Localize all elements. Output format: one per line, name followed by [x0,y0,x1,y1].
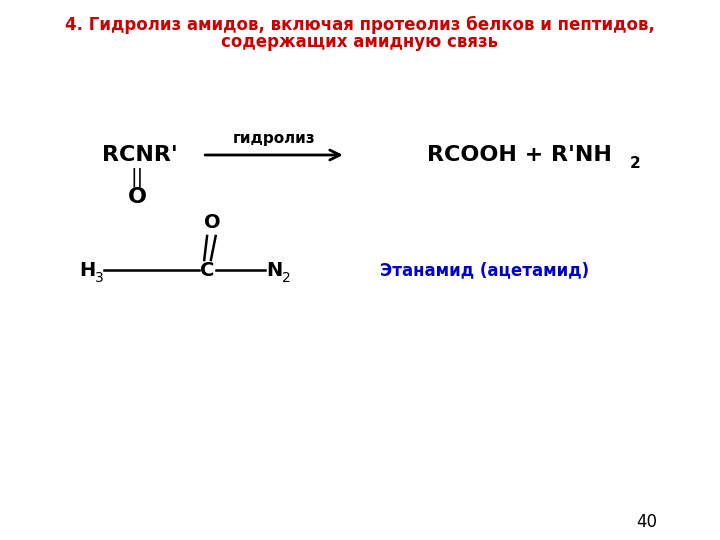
Text: 3: 3 [95,271,104,285]
Text: O: O [128,187,147,207]
Text: RCNR': RCNR' [102,145,178,165]
Text: C: C [200,260,215,280]
Text: ||: || [131,167,144,187]
Text: H: H [79,260,96,280]
Text: 4. Гидролиз амидов, включая протеолиз белков и пептидов,: 4. Гидролиз амидов, включая протеолиз бе… [65,16,655,34]
Text: гидролиз: гидролиз [233,131,315,145]
Text: содержащих амидную связь: содержащих амидную связь [222,33,498,51]
Text: 40: 40 [636,513,657,531]
Text: 2: 2 [630,157,641,172]
Text: Этанамид (ацетамид): Этанамид (ацетамид) [379,261,589,279]
Text: O: O [204,213,220,232]
Text: 2: 2 [282,271,291,285]
Text: RCOOH + R'NH: RCOOH + R'NH [427,145,612,165]
Text: N: N [266,260,282,280]
